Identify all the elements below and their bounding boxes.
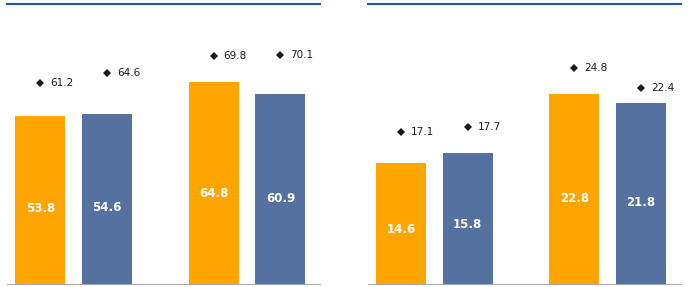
Bar bbox=[255, 94, 305, 284]
Text: 53.8: 53.8 bbox=[25, 202, 55, 215]
Text: 54.6: 54.6 bbox=[92, 201, 122, 214]
Bar bbox=[549, 94, 599, 284]
Text: 69.8: 69.8 bbox=[224, 51, 247, 61]
Text: 64.8: 64.8 bbox=[199, 187, 228, 200]
Bar bbox=[442, 153, 493, 284]
Text: 21.8: 21.8 bbox=[627, 196, 656, 209]
Bar bbox=[82, 114, 132, 284]
Text: 22.8: 22.8 bbox=[560, 192, 589, 205]
Text: 22.4: 22.4 bbox=[651, 83, 674, 93]
Text: 61.2: 61.2 bbox=[50, 78, 74, 88]
Text: 15.8: 15.8 bbox=[453, 218, 482, 231]
Text: 17.7: 17.7 bbox=[477, 122, 501, 132]
Text: 14.6: 14.6 bbox=[386, 223, 416, 236]
Bar bbox=[15, 116, 65, 284]
Bar bbox=[616, 103, 666, 284]
Text: 17.1: 17.1 bbox=[411, 127, 434, 137]
Bar bbox=[376, 163, 426, 284]
Text: 70.1: 70.1 bbox=[290, 50, 314, 60]
Text: 60.9: 60.9 bbox=[266, 192, 295, 205]
Bar bbox=[189, 82, 239, 284]
Text: 24.8: 24.8 bbox=[584, 63, 608, 73]
Text: 64.6: 64.6 bbox=[117, 67, 140, 77]
